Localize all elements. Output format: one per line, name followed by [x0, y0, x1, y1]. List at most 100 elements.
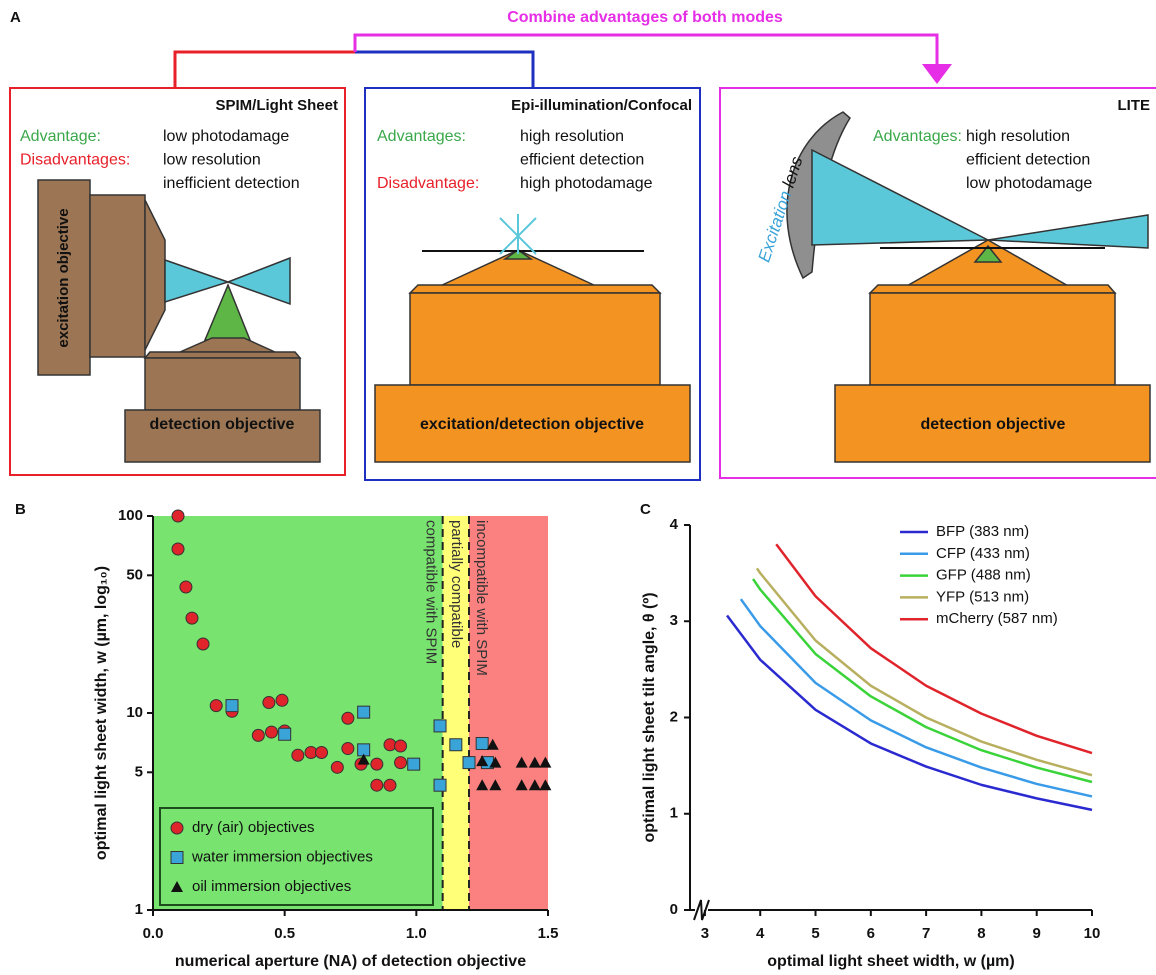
x-axis-label: numerical aperture (NA) of detection obj…	[175, 953, 526, 970]
item-text: high photodamage	[520, 175, 653, 192]
point	[394, 739, 408, 753]
point	[278, 727, 292, 741]
point	[486, 738, 499, 750]
x-tick-label: 8	[977, 925, 985, 942]
x-tick-label: 4	[756, 925, 765, 942]
region-label: incompatible with SPIM	[473, 520, 490, 676]
point	[515, 756, 528, 768]
panel-a-drawings	[9, 33, 1156, 481]
objective-label: detection objective	[921, 416, 1066, 433]
y-tick-label: 2	[670, 708, 678, 725]
x-tick-label: 0.5	[274, 925, 295, 942]
region-label: partially compatible	[448, 520, 465, 648]
y-axis-label: optimal light sheet tilt angle, θ (º)	[641, 592, 658, 842]
point	[262, 696, 276, 710]
legend-label: GFP (488 nm)	[936, 567, 1031, 584]
confocal-drawing	[374, 214, 691, 463]
legend-label: BFP (383 nm)	[936, 523, 1029, 540]
item-text: low photodamage	[163, 128, 289, 145]
x-tick-label: 6	[867, 925, 875, 942]
box-title: SPIM/Light Sheet	[215, 97, 338, 114]
legend-label: oil immersion objectives	[192, 878, 351, 895]
panel-label: A	[10, 9, 21, 26]
point	[185, 611, 199, 625]
legend-marker	[170, 851, 184, 864]
objective-label: detection objective	[150, 416, 295, 433]
point	[251, 728, 265, 742]
connector	[353, 33, 939, 68]
item-text: low photodamage	[966, 175, 1092, 192]
point	[209, 699, 223, 713]
point	[265, 725, 278, 739]
point	[357, 753, 370, 765]
point	[383, 778, 397, 792]
point	[407, 757, 421, 771]
point	[433, 719, 447, 733]
spim-drawing	[37, 179, 321, 463]
box	[719, 87, 1156, 479]
point	[370, 757, 384, 771]
point	[433, 778, 447, 792]
item-text: inefficient detection	[163, 175, 300, 192]
x-tick-label: 10	[1084, 925, 1101, 942]
y-tick-label: 50	[126, 566, 143, 583]
box	[9, 87, 346, 476]
y-tick-label: 3	[670, 612, 678, 629]
curve	[755, 567, 1093, 777]
curve	[726, 614, 1093, 812]
legend-box	[159, 807, 434, 906]
item-text: efficient detection	[520, 152, 644, 169]
point	[539, 756, 552, 768]
region	[469, 516, 548, 910]
point	[476, 755, 489, 767]
point	[291, 748, 305, 762]
point	[171, 509, 185, 523]
legend-label: dry (air) objectives	[192, 819, 315, 836]
curve	[739, 598, 1093, 798]
item-key: Advantages:	[377, 128, 466, 145]
y-tick-label: 100	[118, 507, 143, 524]
legend-label: water immersion objectives	[191, 848, 373, 865]
x-tick-label: 1.0	[406, 925, 427, 942]
point	[179, 580, 193, 594]
point	[196, 637, 210, 651]
legend-label: mCherry (587 nm)	[936, 610, 1058, 627]
point	[171, 542, 185, 556]
x-axis-label: optimal light sheet width, w (µm)	[767, 953, 1014, 970]
item-text: high resolution	[520, 128, 624, 145]
connector	[355, 50, 535, 88]
item-text: efficient detection	[966, 152, 1090, 169]
point	[225, 699, 239, 713]
item-text: high resolution	[966, 128, 1070, 145]
y-tick-label: 1	[670, 805, 678, 822]
point	[315, 746, 329, 760]
point	[476, 779, 489, 791]
y-axis-label: optimal light sheet width, w (µm, log₁₀)	[93, 566, 110, 860]
legend-marker	[171, 881, 183, 892]
connector	[173, 50, 355, 88]
item-text: low resolution	[163, 152, 261, 169]
point	[275, 693, 289, 707]
banner: Combine advantages of both modes	[507, 9, 783, 26]
legend-marker	[170, 821, 184, 835]
point	[449, 738, 463, 752]
y-tick-label: 0	[670, 901, 678, 918]
legend-label: CFP (433 nm)	[936, 545, 1030, 562]
region	[153, 516, 443, 910]
point	[341, 711, 355, 725]
axis-break	[693, 899, 710, 921]
point	[357, 705, 371, 719]
panel-label: B	[15, 501, 26, 518]
point	[515, 779, 528, 791]
point	[539, 779, 552, 791]
box	[364, 87, 701, 481]
y-tick-label: 1	[135, 901, 143, 918]
y-tick-label: 5	[135, 763, 143, 780]
item-key: Advantages:	[873, 128, 962, 145]
x-tick-label: 1.5	[538, 925, 559, 942]
point	[370, 778, 384, 792]
box-title: LITE	[1118, 97, 1151, 114]
point	[489, 779, 502, 791]
point	[341, 742, 355, 756]
